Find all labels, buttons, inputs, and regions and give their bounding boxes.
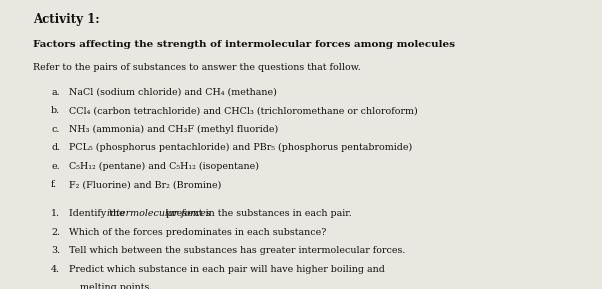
Text: Predict which substance in each pair will have higher boiling and: Predict which substance in each pair wil… (69, 265, 385, 274)
Text: F₂ (Fluorine) and Br₂ (Bromine): F₂ (Fluorine) and Br₂ (Bromine) (69, 180, 222, 189)
Text: Refer to the pairs of substances to answer the questions that follow.: Refer to the pairs of substances to answ… (33, 63, 361, 72)
Text: melting points.: melting points. (80, 283, 152, 289)
Text: Activity 1:: Activity 1: (33, 13, 100, 26)
Text: b.: b. (51, 106, 60, 115)
Text: f.: f. (51, 180, 57, 189)
Text: Tell which between the substances has greater intermolecular forces.: Tell which between the substances has gr… (69, 246, 406, 255)
Text: PCL₅ (phosphorus pentachloride) and PBr₅ (phosphorus pentabromide): PCL₅ (phosphorus pentachloride) and PBr₅… (69, 143, 412, 152)
Text: present in the substances in each pair.: present in the substances in each pair. (163, 209, 352, 218)
Text: 4.: 4. (51, 265, 60, 274)
Text: 1.: 1. (51, 209, 60, 218)
Text: Identify the: Identify the (69, 209, 128, 218)
Text: NaCl (sodium chloride) and CH₄ (methane): NaCl (sodium chloride) and CH₄ (methane) (69, 88, 277, 97)
Text: c.: c. (51, 125, 60, 134)
Text: 2.: 2. (51, 228, 60, 237)
Text: NH₃ (ammonia) and CH₃F (methyl fluoride): NH₃ (ammonia) and CH₃F (methyl fluoride) (69, 125, 279, 134)
Text: CCl₄ (carbon tetrachloride) and CHCl₃ (trichloromethane or chloroform): CCl₄ (carbon tetrachloride) and CHCl₃ (t… (69, 106, 418, 115)
Text: e.: e. (51, 162, 60, 171)
Text: d.: d. (51, 143, 60, 152)
Text: C₅H₁₂ (pentane) and C₅H₁₂ (isopentane): C₅H₁₂ (pentane) and C₅H₁₂ (isopentane) (69, 162, 259, 171)
Text: intermolecular forces: intermolecular forces (107, 209, 211, 218)
Text: Factors affecting the strength of intermolecular forces among molecules: Factors affecting the strength of interm… (33, 40, 455, 49)
Text: 3.: 3. (51, 246, 60, 255)
Text: Which of the forces predominates in each substance?: Which of the forces predominates in each… (69, 228, 327, 237)
Text: a.: a. (51, 88, 60, 97)
